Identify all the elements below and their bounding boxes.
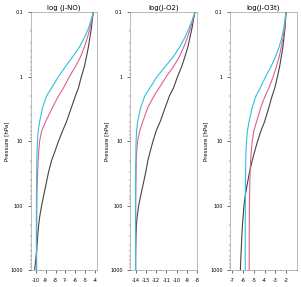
Title: log(j-O2): log(j-O2) — [148, 4, 179, 11]
Y-axis label: Pressure [hPa]: Pressure [hPa] — [104, 121, 109, 161]
Y-axis label: Pressure [hPa]: Pressure [hPa] — [4, 121, 9, 161]
Title: log (j-NO): log (j-NO) — [47, 4, 81, 11]
Title: log(j-O3t): log(j-O3t) — [247, 4, 280, 11]
Y-axis label: Pressure [hPa]: Pressure [hPa] — [204, 121, 209, 161]
